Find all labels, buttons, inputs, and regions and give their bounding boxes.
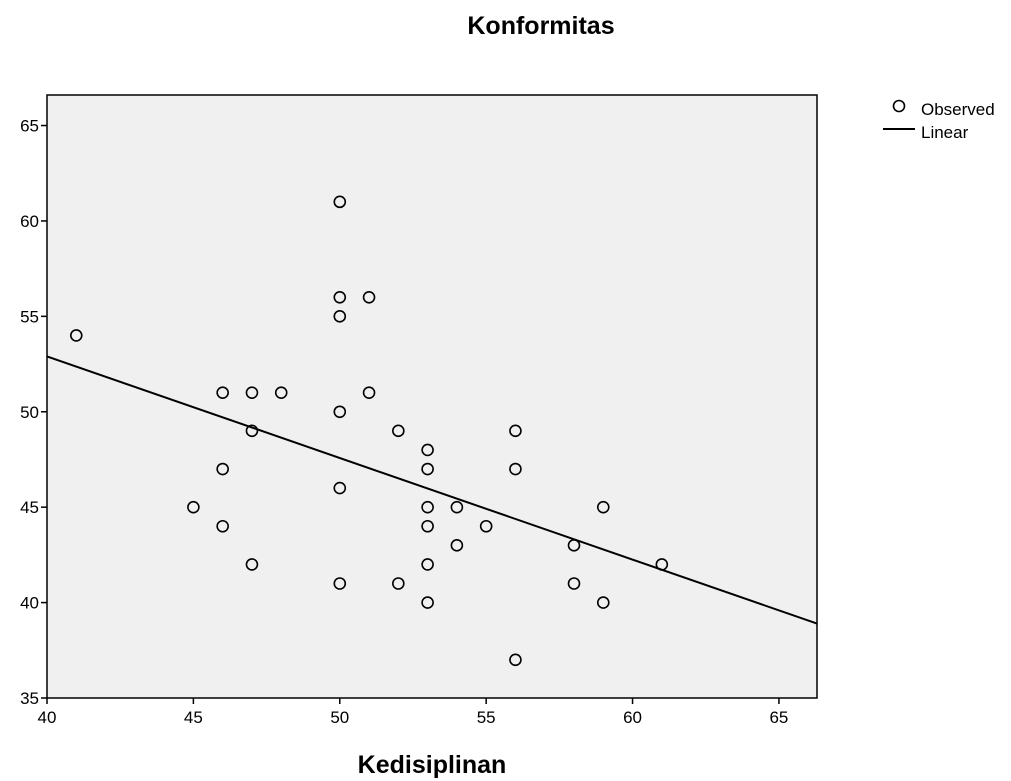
- observed-point: [421, 500, 434, 514]
- legend-label-linear: Linear: [921, 123, 969, 142]
- observed-point: [187, 500, 200, 514]
- observed-point: [245, 558, 259, 571]
- observed-point: [69, 329, 83, 342]
- observed-point: [245, 386, 259, 399]
- legend-label-observed: Observed: [921, 100, 995, 119]
- y-tick-label: 45: [20, 498, 39, 517]
- x-tick-label: 40: [38, 708, 57, 727]
- chart-title: Konformitas: [467, 12, 614, 40]
- observed-point: [567, 577, 581, 590]
- x-axis-label: Kedisiplinan: [358, 751, 507, 779]
- observed-point: [362, 386, 376, 399]
- observed-point: [333, 195, 347, 209]
- observed-point: [509, 424, 522, 438]
- observed-point: [421, 596, 434, 609]
- observed-point: [333, 405, 347, 419]
- y-tick-label: 60: [20, 212, 39, 231]
- observed-point: [362, 290, 376, 304]
- observed-point: [333, 577, 347, 590]
- y-tick-label: 65: [20, 117, 39, 136]
- observed-point: [596, 596, 610, 609]
- observed-point: [392, 577, 405, 590]
- observed-point: [392, 424, 405, 438]
- observed-point: [509, 653, 522, 667]
- observed-point: [245, 424, 259, 438]
- y-tick-label: 40: [20, 594, 39, 613]
- observed-point: [479, 519, 493, 533]
- observed-point: [216, 386, 229, 399]
- x-tick-label: 45: [184, 708, 203, 727]
- observed-point: [274, 386, 288, 399]
- x-tick-label: 55: [477, 708, 496, 727]
- observed-point: [421, 519, 434, 533]
- legend-marker-observed: [892, 99, 906, 113]
- observed-point: [216, 462, 229, 476]
- plot-area: [46, 94, 818, 699]
- observed-point: [421, 462, 434, 476]
- observed-point: [333, 290, 347, 304]
- observed-point: [596, 500, 610, 514]
- legend: Observed Linear: [883, 99, 995, 142]
- x-tick-label: 50: [330, 708, 349, 727]
- observed-point: [509, 462, 522, 476]
- x-tick-label: 60: [623, 708, 642, 727]
- y-axis: 35 40 45 50 55 60 65: [20, 117, 47, 708]
- observed-point: [450, 539, 464, 552]
- x-tick-label: 65: [769, 708, 788, 727]
- linear-fit-line: [46, 355, 818, 625]
- observed-point: [421, 558, 434, 571]
- observed-point: [450, 500, 464, 514]
- y-tick-label: 55: [20, 307, 39, 326]
- observed-point: [421, 443, 434, 457]
- observed-point: [333, 481, 347, 495]
- x-axis: 40 45 50 55 60 65: [38, 698, 788, 727]
- observed-point: [216, 519, 229, 533]
- y-tick-label: 50: [20, 403, 39, 422]
- y-tick-label: 35: [20, 689, 39, 708]
- series-layer: [46, 195, 818, 667]
- observed-point: [333, 310, 347, 323]
